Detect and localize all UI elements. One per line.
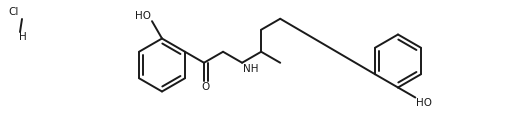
Text: HO: HO — [416, 98, 432, 108]
Text: HO: HO — [135, 11, 151, 21]
Text: O: O — [202, 82, 210, 92]
Text: Cl: Cl — [8, 7, 19, 17]
Text: H: H — [19, 32, 27, 42]
Text: NH: NH — [243, 64, 258, 74]
